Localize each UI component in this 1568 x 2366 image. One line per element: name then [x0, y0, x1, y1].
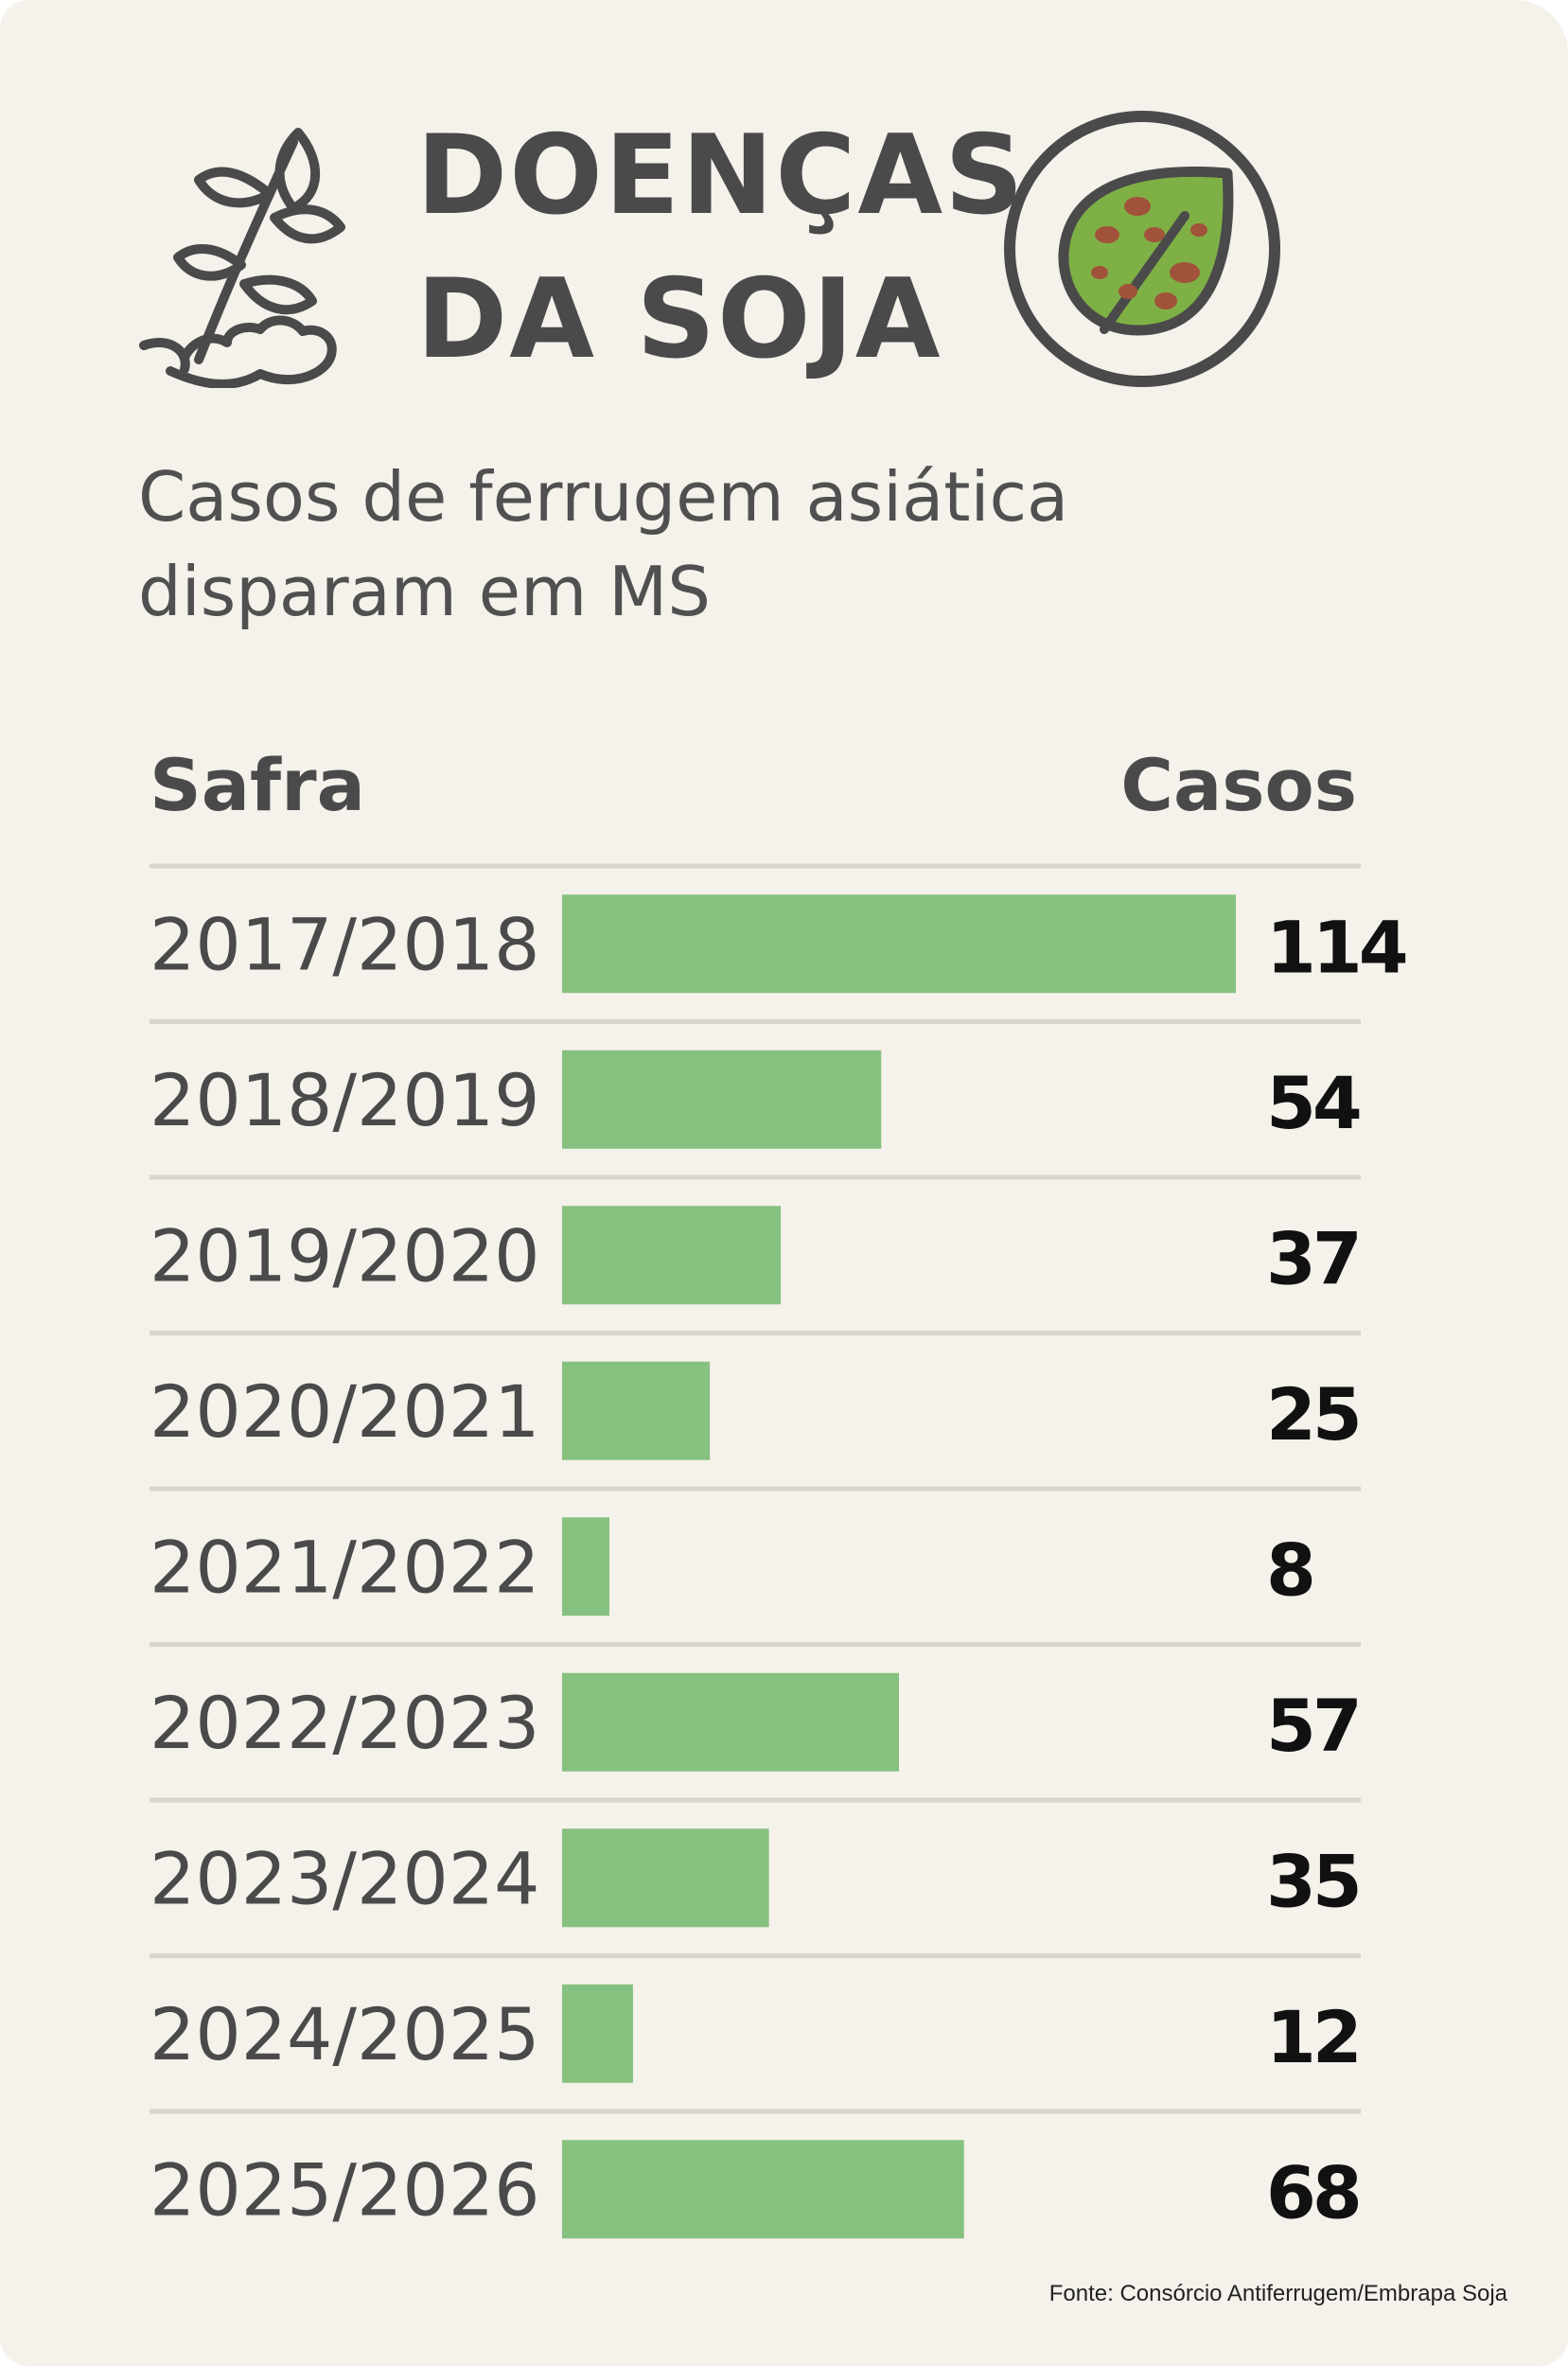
category-label: 2024/2025 [150, 1992, 539, 2076]
chart-subtitle: Casos de ferrugem asiática disparam em M… [138, 457, 1069, 631]
diseased-leaf-icon [1004, 111, 1280, 387]
value-label: 35 [1266, 1839, 1359, 1923]
category-label: 2023/2024 [150, 1836, 539, 1920]
bar [562, 2140, 964, 2239]
soy-plant-icon [139, 128, 345, 388]
value-label: 12 [1266, 1995, 1359, 2079]
bar [562, 1206, 782, 1305]
value-label: 114 [1266, 905, 1406, 989]
bar [562, 1984, 633, 2083]
category-label: 2017/2018 [150, 902, 539, 986]
bar [562, 1672, 899, 1772]
page-title: DOENÇAS DA SOJA [416, 112, 1026, 383]
bar [562, 1050, 882, 1149]
bar [562, 1828, 769, 1928]
category-label: 2018/2019 [150, 1058, 539, 1142]
column-header-casos: Casos [1120, 743, 1357, 827]
category-label: 2022/2023 [150, 1681, 539, 1765]
column-header-safra: Safra [150, 743, 365, 827]
category-label: 2025/2026 [150, 2147, 539, 2232]
category-label: 2021/2022 [150, 1525, 539, 1609]
bar [562, 1361, 711, 1460]
source-note: Fonte: Consórcio Antiferrugem/Embrapa So… [1048, 2281, 1507, 2306]
bar [562, 1517, 609, 1616]
value-label: 57 [1266, 1684, 1359, 1768]
category-label: 2019/2020 [150, 1213, 539, 1298]
value-label: 54 [1266, 1061, 1360, 1145]
value-label: 37 [1266, 1216, 1359, 1300]
value-label: 8 [1266, 1527, 1313, 1612]
value-label: 25 [1266, 1372, 1359, 1457]
category-label: 2020/2021 [150, 1369, 539, 1454]
value-label: 68 [1266, 2150, 1359, 2234]
bar [562, 894, 1236, 994]
